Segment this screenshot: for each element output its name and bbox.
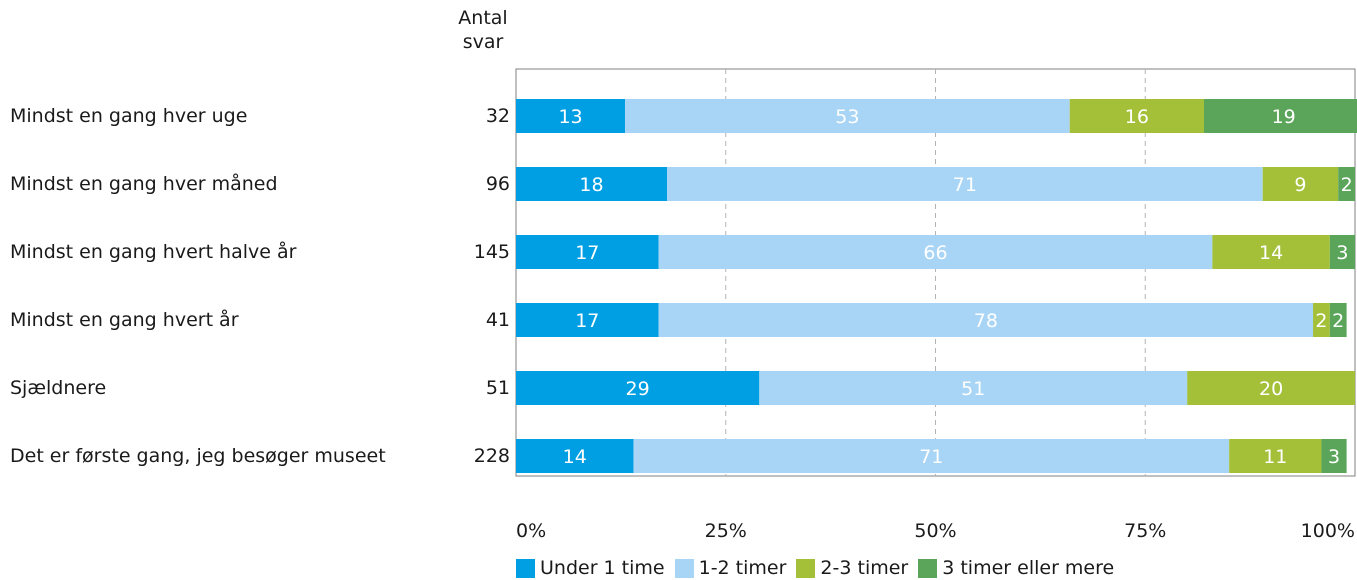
category-label: Sjældnere	[10, 377, 107, 399]
bar-segment	[1212, 235, 1330, 269]
bar-segment	[516, 371, 760, 405]
data-label: 11	[1263, 446, 1287, 468]
data-label: 71	[953, 174, 977, 196]
count-label: 51	[485, 377, 510, 399]
legend-swatch	[674, 558, 694, 578]
x-tick-label: 0%	[516, 520, 546, 542]
bar-segment	[1321, 439, 1347, 473]
data-label: 53	[835, 106, 859, 128]
bar-segment	[516, 439, 634, 473]
legend: Under 1 time 1-2 timer 2-3 timer 3 timer el…	[516, 557, 1124, 579]
bar-segment	[1262, 167, 1339, 201]
bar-segment	[516, 303, 659, 337]
data-label: 2	[1315, 310, 1327, 332]
data-label: 17	[575, 310, 599, 332]
count-header-line-1: Antal	[458, 7, 508, 29]
bar-segment	[1313, 303, 1330, 337]
legend-swatch	[918, 558, 938, 578]
data-label: 29	[626, 378, 650, 400]
bar-segment	[516, 235, 659, 269]
bar-segment	[759, 371, 1188, 405]
x-tick-label: 75%	[1124, 520, 1166, 542]
data-label: 51	[961, 378, 985, 400]
bar-segment	[1187, 371, 1355, 405]
data-label: 13	[558, 106, 582, 128]
category-label: Mindst en gang hvert år	[10, 309, 239, 331]
count-label: 96	[485, 173, 510, 195]
data-label: 14	[1259, 242, 1283, 264]
bar-segment	[516, 167, 668, 201]
bar-segment	[1069, 99, 1204, 133]
data-label: 78	[974, 310, 998, 332]
x-tick-label: 50%	[914, 520, 956, 542]
count-label: 32	[485, 105, 510, 127]
data-label: 14	[563, 446, 587, 468]
count-header-line-2: svar	[462, 31, 504, 53]
legend-swatch	[796, 558, 816, 578]
legend-item: 1-2 timer	[674, 557, 787, 579]
bar-segment	[1203, 99, 1357, 133]
data-label: 3	[1336, 242, 1348, 264]
data-label: 19	[1272, 106, 1296, 128]
bar-segment	[625, 99, 1070, 133]
bar-segment	[1229, 439, 1322, 473]
data-label: 2	[1332, 310, 1344, 332]
data-label: 71	[919, 446, 943, 468]
bar-segment	[658, 235, 1213, 269]
count-label: 228	[473, 445, 510, 467]
x-tick-label: 25%	[705, 520, 747, 542]
bar-segment	[1329, 235, 1355, 269]
legend-swatch	[516, 558, 535, 578]
bar-segment	[1329, 303, 1347, 337]
category-label: Mindst en gang hver måned	[10, 173, 278, 195]
data-label: 3	[1328, 446, 1340, 468]
legend-item: 2-3 timer	[796, 557, 908, 579]
data-label: 17	[575, 242, 599, 264]
data-label: 20	[1259, 378, 1283, 400]
data-label: 16	[1125, 106, 1149, 128]
legend-item: 3 timer eller mere	[918, 557, 1114, 579]
bar-segment	[658, 303, 1314, 337]
count-column-header: Antal svar	[448, 6, 518, 54]
legend-item: Under 1 time	[516, 557, 665, 579]
data-label: 18	[579, 174, 603, 196]
data-label: 2	[1341, 174, 1353, 196]
data-label: 66	[923, 242, 947, 264]
legend-label: Under 1 time	[540, 557, 665, 579]
bar-segment	[633, 439, 1230, 473]
x-tick-label: 100%	[1301, 520, 1355, 542]
bar-segment	[667, 167, 1263, 201]
count-label: 145	[473, 241, 510, 263]
count-label: 41	[485, 309, 510, 331]
legend-label: 3 timer eller mere	[942, 557, 1115, 579]
data-label: 9	[1294, 174, 1306, 196]
bar-segment	[1338, 167, 1355, 201]
category-label: Det er første gang, jeg besøger museet	[10, 445, 386, 467]
category-label: Mindst en gang hver uge	[10, 105, 248, 127]
legend-label: 1-2 timer	[698, 557, 787, 579]
legend-label: 2-3 timer	[820, 557, 909, 579]
bar-segment	[516, 99, 626, 133]
category-label: Mindst en gang hvert halve år	[10, 241, 297, 263]
